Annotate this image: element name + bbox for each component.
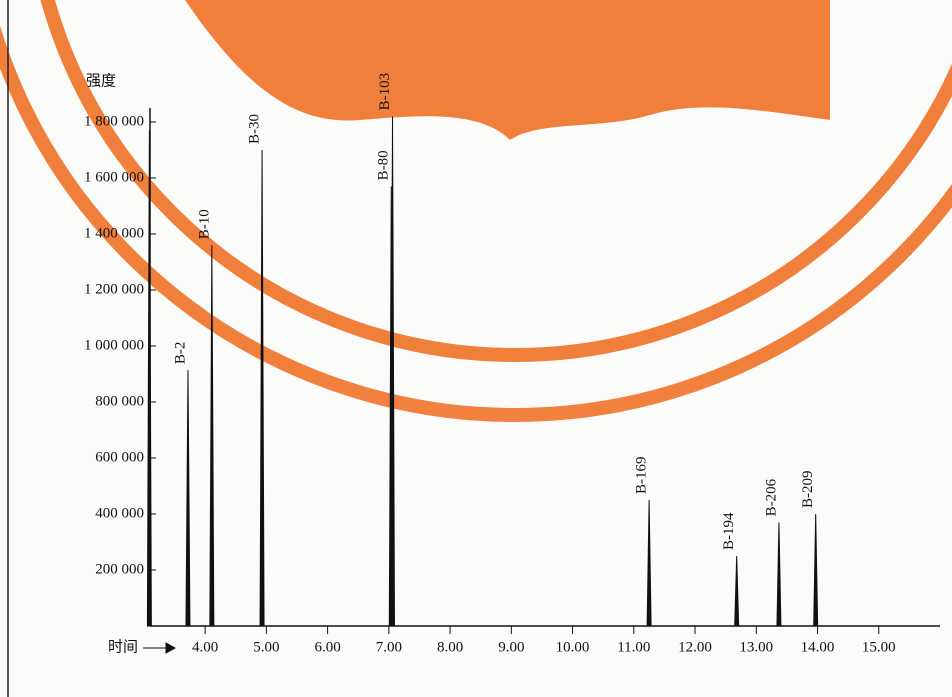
x-tick-label: 7.00	[376, 639, 402, 655]
x-tick-label: 12.00	[678, 639, 712, 655]
watermark-ring	[0, 25, 952, 422]
x-tick-label: 9.00	[498, 639, 524, 655]
peak	[813, 513, 819, 627]
y-tick-label: 600 000	[95, 449, 144, 465]
x-tick-label: 4.00	[192, 639, 218, 655]
peak-label: B-30	[247, 114, 263, 144]
peak-label: B-80	[376, 150, 392, 180]
peak	[185, 370, 191, 627]
peak	[259, 149, 265, 627]
y-tick-label: 1 800 000	[84, 113, 144, 129]
peak	[146, 130, 152, 627]
y-tick-label: 400 000	[95, 505, 144, 521]
x-tick-label: 11.00	[617, 639, 650, 655]
peak	[776, 522, 782, 627]
peak-label: B-209	[800, 471, 816, 509]
peak	[390, 116, 396, 627]
peak-label: B-194	[721, 512, 737, 550]
x-tick-label: 13.00	[739, 639, 773, 655]
peak	[209, 245, 215, 627]
x-tick-label: 10.00	[556, 639, 590, 655]
peak-label: B-2	[172, 342, 188, 365]
peak	[646, 499, 652, 627]
watermark-shape	[185, 0, 830, 140]
x-axis-arrow	[143, 642, 177, 654]
y-tick-label: 1 600 000	[84, 169, 144, 185]
x-axis-label: 时间	[108, 638, 138, 655]
y-tick-label: 1 000 000	[84, 337, 144, 353]
x-tick-label: 14.00	[801, 639, 835, 655]
peak-label: B-169	[634, 457, 650, 495]
y-tick-label: 200 000	[95, 561, 144, 577]
peak	[734, 555, 740, 627]
x-tick-label: 6.00	[314, 639, 340, 655]
watermark	[0, 0, 952, 422]
x-tick-label: 8.00	[437, 639, 463, 655]
y-axis-label: 强度	[86, 72, 116, 89]
x-tick-label: 15.00	[862, 639, 896, 655]
x-tick-label: 5.00	[253, 639, 279, 655]
y-tick-label: 1 200 000	[84, 281, 144, 297]
y-tick-label: 800 000	[95, 393, 144, 409]
peak-label: B-10	[196, 209, 212, 239]
peak-label: B-206	[763, 478, 779, 516]
y-tick-label: 1 400 000	[84, 225, 144, 241]
watermark-ring	[40, 0, 952, 362]
peak-label: B-103	[377, 73, 393, 111]
